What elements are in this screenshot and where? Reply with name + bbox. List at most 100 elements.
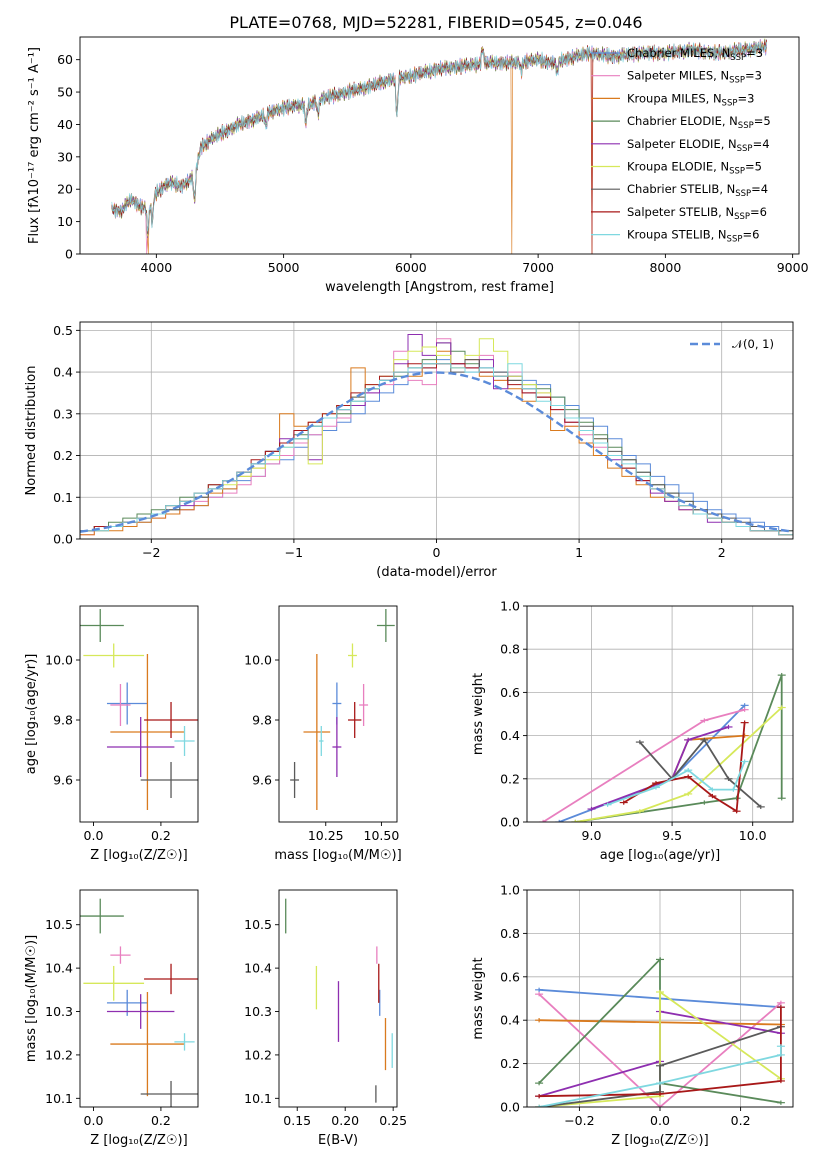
x-tick-label: 10.0 — [739, 828, 767, 843]
legend-label: Chabrier MILES, NSSP=3 — [627, 46, 763, 63]
legend-sub: SSP — [722, 98, 738, 108]
panel-spectrum: 4000 5000 6000 7000 8000 9000 0 10 20 30 40 50 60 wav… — [27, 36, 809, 295]
weight-line-salpeter-stelib — [623, 722, 746, 813]
spectrum-line-kroupa-stelib — [111, 41, 767, 232]
y-tick-label: 60 — [57, 52, 73, 67]
plot-area — [111, 38, 767, 254]
x-tick-label: 8000 — [649, 260, 681, 275]
legend-base: Kroupa STELIB, N — [627, 228, 727, 242]
y-tick-label: 50 — [57, 85, 73, 100]
legend-base: Salpeter MILES, N — [627, 69, 729, 83]
weight-line-kroupa-stelib — [607, 761, 746, 806]
legend-label: Salpeter MILES, NSSP=3 — [627, 69, 762, 86]
legend-sub: SSP — [737, 144, 753, 154]
y-tick-label: 10.0 — [45, 653, 73, 668]
y-tick-label: 0.2 — [500, 771, 520, 786]
legend-n: =4 — [753, 137, 770, 151]
legend-sub: SSP — [730, 53, 746, 63]
axes-frame — [278, 889, 398, 1108]
weight-line-kroupa-elodie — [539, 990, 782, 1107]
y-tick-label: 0.2 — [500, 1056, 520, 1071]
x-tick-label: 5000 — [268, 260, 300, 275]
y-tick-label: 10.5 — [244, 917, 272, 932]
y-tick-label: 9.8 — [53, 713, 73, 728]
legend-label: Kroupa ELODIE, NSSP=5 — [627, 160, 762, 177]
x-tick-label: −0.2 — [564, 1113, 594, 1128]
legend-label: Kroupa STELIB, NSSP=6 — [627, 228, 759, 245]
y-tick-label: 0.0 — [500, 815, 520, 830]
y-tick-label: 0.4 — [500, 728, 520, 743]
x-tick-label: 0.15 — [283, 1113, 311, 1128]
axes-frame — [79, 36, 800, 255]
x-tick-label: −2 — [142, 545, 160, 560]
x-tick-label: 0 — [433, 545, 441, 560]
weight-line-kroupa-elodie — [575, 706, 783, 822]
legend-sub: SSP — [738, 121, 754, 131]
weight-line-chabrier-miles — [558, 704, 746, 822]
y-axis-label: mass weight — [471, 957, 486, 1039]
weight-line-kroupa-stelib — [538, 1046, 782, 1107]
y-tick-label: 10.3 — [45, 1004, 73, 1019]
x-tick-label: 0.2 — [731, 1113, 751, 1128]
panel-mass_vs_ebv: 0.15 0.20 0.25 10.1 10.2 10.3 10.4 10.5 E(B-V) — [244, 889, 407, 1148]
legend-base: Salpeter ELODIE, N — [627, 137, 737, 151]
y-axis-label: Normed distribution — [24, 366, 39, 496]
panel-age_vs_Z: 0.0 0.2 9.6 9.8 10.0 Z [log₁₀(Z/Z☉)] age [log₁… — [24, 605, 199, 863]
figure-title: PLATE=0768, MJD=52281, FIBERID=0545, z=0… — [229, 13, 642, 32]
y-tick-label: 40 — [57, 117, 73, 132]
legend-base: Chabrier STELIB, N — [627, 182, 735, 196]
y-tick-label: 9.8 — [252, 713, 272, 728]
y-tick-label: 10.0 — [244, 653, 272, 668]
legend-sub: SSP — [729, 167, 745, 177]
legend-base: Chabrier ELODIE, N — [627, 114, 738, 128]
plot-area — [285, 898, 393, 1103]
legend-sub: SSP — [734, 212, 750, 222]
x-tick-label: −1 — [285, 545, 303, 560]
y-tick-label: 0.2 — [53, 448, 73, 463]
x-axis-label: age [log₁₀(age/yr)] — [600, 848, 721, 863]
weight-line-chabrier-stelib — [538, 1025, 782, 1107]
panel-weight_vs_Z: −0.2 0.0 0.2 0.0 0.2 0.4 0.6 0.8 1.0 Z [log₁₀(Z/Z… — [471, 883, 794, 1148]
legend-base: Chabrier MILES, N — [627, 46, 730, 60]
y-tick-label: 0.0 — [53, 532, 73, 547]
y-tick-label: 0.6 — [500, 969, 520, 984]
x-tick-label: 4000 — [140, 260, 172, 275]
y-axis-label: mass weight — [471, 673, 486, 755]
x-tick-label: 9000 — [777, 260, 809, 275]
y-tick-label: 0.1 — [53, 490, 73, 505]
y-tick-label: 1.0 — [500, 883, 520, 898]
x-tick-label: 6000 — [395, 260, 427, 275]
plot-area — [80, 334, 793, 539]
y-tick-label: 10.2 — [244, 1047, 272, 1062]
legend-label: Chabrier STELIB, NSSP=4 — [627, 182, 768, 199]
y-tick-label: 10 — [57, 214, 73, 229]
plot-area — [535, 957, 785, 1107]
plot-area — [539, 672, 786, 822]
y-tick-label: 9.6 — [252, 773, 272, 788]
x-axis-label: (data-model)/error — [376, 565, 497, 580]
legend-n: =6 — [742, 228, 759, 242]
legend-n: =5 — [754, 114, 771, 128]
y-tick-label: 10.2 — [45, 1047, 73, 1062]
y-tick-label: 10.1 — [244, 1091, 272, 1106]
y-axis-label: mass [log₁₀(M/M☉)] — [24, 935, 39, 1062]
legend-base: Salpeter STELIB, N — [627, 205, 734, 219]
panel-weight_vs_age: 9.0 9.5 10.0 0.0 0.2 0.4 0.6 0.8 1.0 age [log₁₀(a… — [471, 599, 794, 863]
y-tick-label: 0.8 — [500, 642, 520, 657]
legend-n: =3 — [745, 69, 762, 83]
x-tick-label: 0.0 — [84, 1113, 104, 1128]
axes-frame — [79, 605, 199, 823]
x-axis-label: Z [log₁₀(Z/Z☉)] — [611, 1133, 708, 1148]
x-tick-label: 9.0 — [582, 828, 602, 843]
panel-mass_vs_Z: 0.0 0.2 10.1 10.2 10.3 10.4 10.5 Z [log₁₀(Z/Z☉)… — [24, 889, 199, 1148]
y-tick-label: 0.6 — [500, 685, 520, 700]
legend-base: Kroupa MILES, N — [627, 91, 722, 105]
plot-area — [80, 898, 198, 1107]
axes-layer: 4000 5000 6000 7000 8000 90000102030405060wav… — [24, 36, 809, 1148]
x-tick-label: 10.25 — [308, 828, 344, 843]
y-axis-label: Flux [fλ10⁻¹⁷ erg cm⁻² s⁻¹ A⁻¹] — [27, 47, 42, 244]
x-tick-label: 0.0 — [650, 1113, 670, 1128]
y-tick-label: 30 — [57, 149, 73, 164]
